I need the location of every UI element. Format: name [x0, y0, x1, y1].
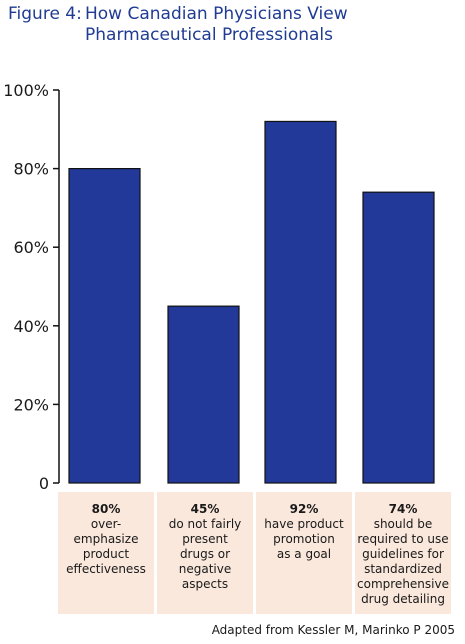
category-label: 92% have product promotion as a goal [256, 492, 352, 614]
y-axis: 0 20% 40% 60% 80% 100% [3, 81, 60, 493]
figure-label: Figure 4: [8, 4, 82, 24]
category-percent: 92% [289, 502, 319, 516]
figure-title-text: How Canadian Physicians View Pharmaceuti… [85, 4, 348, 45]
bars [68, 120, 435, 484]
bar [264, 120, 337, 484]
y-tick-label: 0 [39, 474, 49, 493]
y-tick-label: 80% [13, 160, 49, 179]
category-percent: 80% [91, 502, 121, 516]
category-description: have product promotion as a goal [264, 517, 344, 561]
figure-title: Figure 4: How Canadian Physicians View Ph… [8, 4, 458, 46]
category-description: do not fairly present drugs or negative aspe… [168, 517, 242, 591]
category-label: 80% over-emphasize product effectiveness [58, 492, 154, 614]
category-description: over-emphasize product effectiveness [66, 517, 146, 576]
y-tick-label: 100% [3, 81, 49, 100]
y-tick-label: 60% [13, 238, 49, 257]
source-credit: Adapted from Kessler M, Marinko P 2005 [211, 623, 455, 637]
category-label: 45% do not fairly present drugs or negative a… [157, 492, 253, 614]
category-percent: 74% [388, 502, 418, 516]
bar [68, 168, 141, 484]
category-percent: 45% [190, 502, 220, 516]
bar [362, 191, 435, 484]
y-tick-label: 20% [13, 395, 49, 414]
category-description: should be required to use guidelines for st… [357, 517, 449, 606]
category-label: 74% should be required to use guidelines fo… [355, 492, 451, 614]
bar [167, 305, 240, 484]
y-tick-label: 40% [13, 317, 49, 336]
